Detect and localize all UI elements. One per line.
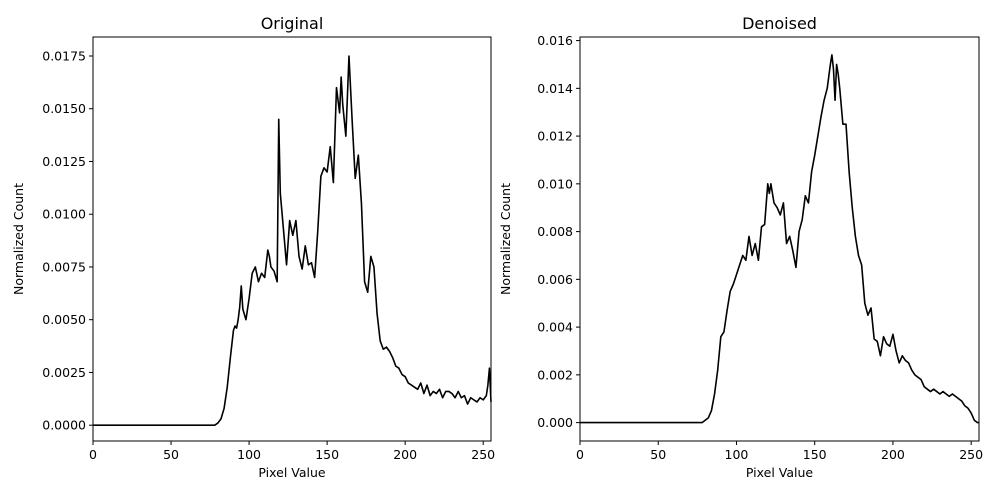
- y-tick-label: 0.012: [537, 129, 573, 144]
- y-tick-label: 0.010: [537, 176, 573, 191]
- x-tick-label: 50: [650, 447, 666, 462]
- x-tick-label: 100: [237, 447, 261, 462]
- series-line: [93, 55, 492, 426]
- y-tick-label: 0.014: [537, 81, 573, 96]
- x-tick-label: 0: [89, 447, 97, 462]
- y-tick-label: 0.0075: [42, 259, 86, 274]
- x-tick-label: 250: [959, 447, 983, 462]
- y-tick-label: 0.016: [537, 33, 573, 48]
- y-tick-label: 0.0100: [42, 207, 86, 222]
- x-axis-label: Pixel Value: [258, 465, 326, 480]
- chart-title: Denoised: [742, 14, 817, 33]
- x-tick-label: 250: [471, 447, 495, 462]
- x-tick-label: 200: [881, 447, 905, 462]
- plot-area: [579, 36, 980, 442]
- y-tick-label: 0.0125: [42, 154, 86, 169]
- y-tick-label: 0.002: [537, 367, 573, 382]
- x-tick-label: 0: [576, 447, 584, 462]
- x-tick-label: 50: [163, 447, 179, 462]
- x-axis-label: Pixel Value: [746, 465, 814, 480]
- y-axis-label: Normalized Count: [498, 183, 513, 295]
- x-tick-label: 150: [315, 447, 339, 462]
- x-tick-label: 150: [803, 447, 827, 462]
- y-tick-label: 0.000: [537, 415, 573, 430]
- y-tick-label: 0.004: [537, 320, 573, 335]
- series-line: [580, 54, 979, 424]
- y-tick-label: 0.0025: [42, 365, 86, 380]
- y-tick-label: 0.0050: [42, 312, 86, 327]
- chart-denoised: 0 50 100 150 200 250 0.000 0.002 0.004 0.006 0.008…: [498, 14, 983, 480]
- chart-title: Original: [261, 14, 324, 33]
- y-tick-label: 0.0000: [42, 418, 86, 433]
- x-tick-label: 100: [725, 447, 749, 462]
- y-tick-label: 0.006: [537, 272, 573, 287]
- chart-original: 0 50 100 150 200 250 0.0000 0.0025 0.0050 0.0075 0…: [11, 14, 495, 480]
- y-tick-label: 0.0150: [42, 101, 86, 116]
- y-tick-label: 0.008: [537, 224, 573, 239]
- plot-area: [92, 36, 492, 442]
- y-axis-label: Normalized Count: [11, 183, 26, 295]
- y-tick-label: 0.0175: [42, 48, 86, 63]
- x-tick-label: 200: [393, 447, 417, 462]
